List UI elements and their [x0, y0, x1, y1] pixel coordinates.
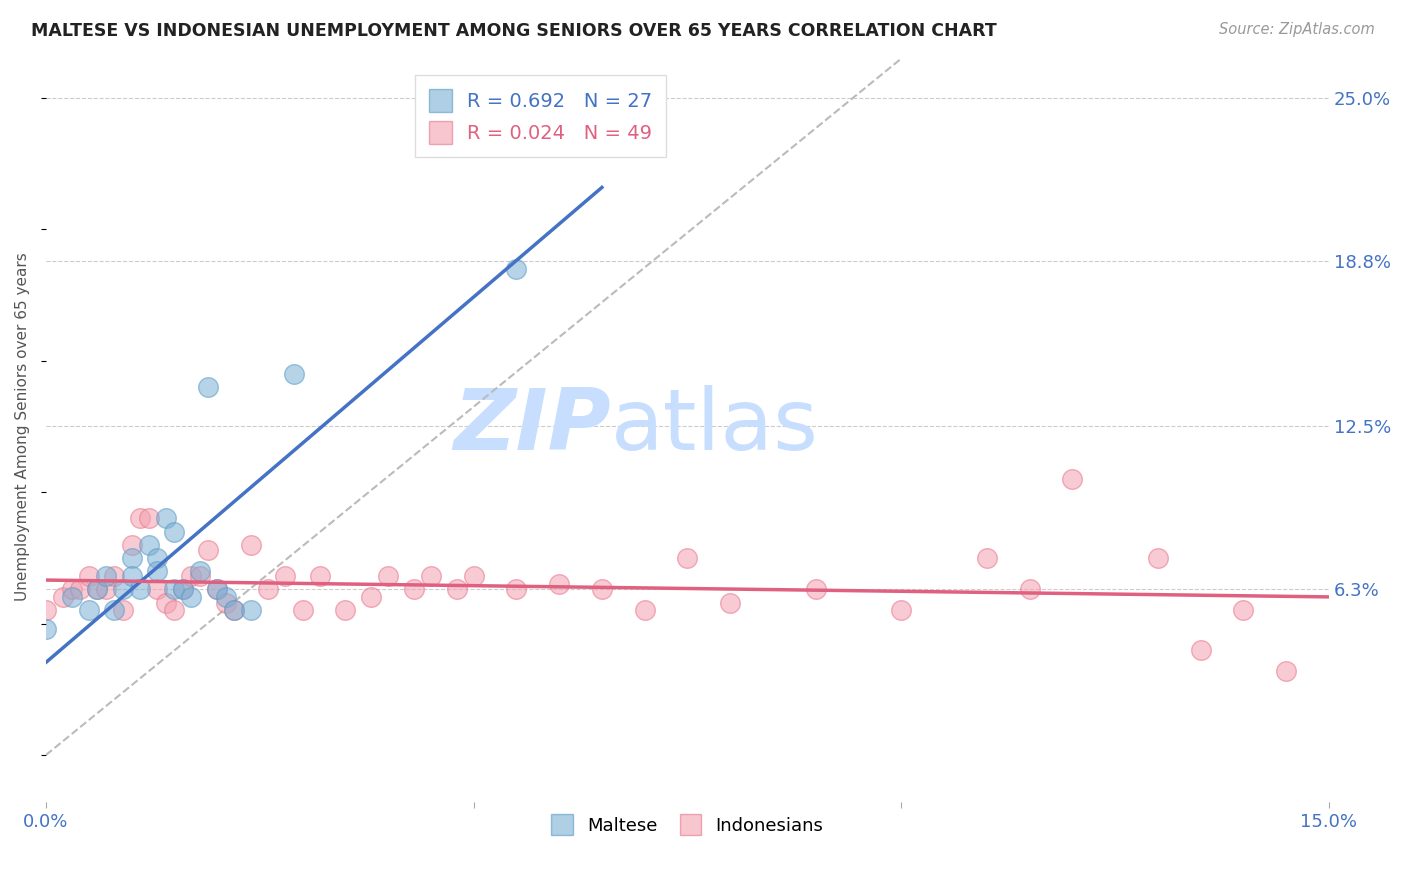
Point: [1275, 664, 1298, 678]
Point: [121, 538, 143, 552]
Point: [197, 380, 219, 394]
Point: [591, 582, 613, 597]
Point: [224, 603, 246, 617]
Point: [77, 603, 100, 617]
Point: [676, 550, 699, 565]
Point: [505, 582, 527, 597]
Point: [172, 582, 194, 597]
Point: [146, 582, 169, 597]
Point: [1232, 603, 1254, 617]
Point: [240, 603, 263, 617]
Point: [155, 596, 177, 610]
Point: [155, 511, 177, 525]
Text: atlas: atlas: [610, 385, 818, 468]
Point: [205, 582, 228, 597]
Point: [94, 582, 117, 597]
Point: [308, 569, 330, 583]
Point: [548, 577, 571, 591]
Point: [35, 622, 58, 636]
Point: [205, 582, 228, 597]
Point: [69, 582, 91, 597]
Point: [240, 538, 263, 552]
Point: [274, 569, 297, 583]
Point: [180, 569, 202, 583]
Point: [129, 582, 152, 597]
Text: MALTESE VS INDONESIAN UNEMPLOYMENT AMONG SENIORS OVER 65 YEARS CORRELATION CHART: MALTESE VS INDONESIAN UNEMPLOYMENT AMONG…: [31, 22, 997, 40]
Point: [94, 569, 117, 583]
Point: [1146, 550, 1168, 565]
Point: [163, 524, 186, 539]
Point: [257, 582, 280, 597]
Point: [103, 569, 125, 583]
Legend: Maltese, Indonesians: Maltese, Indonesians: [540, 804, 834, 846]
Point: [35, 603, 58, 617]
Point: [163, 603, 186, 617]
Point: [121, 569, 143, 583]
Point: [446, 582, 468, 597]
Point: [129, 511, 152, 525]
Point: [804, 582, 827, 597]
Point: [52, 591, 75, 605]
Point: [138, 538, 160, 552]
Point: [60, 582, 83, 597]
Point: [1062, 472, 1084, 486]
Point: [146, 564, 169, 578]
Point: [377, 569, 399, 583]
Point: [214, 596, 236, 610]
Point: [121, 550, 143, 565]
Point: [291, 603, 314, 617]
Point: [976, 550, 998, 565]
Point: [172, 582, 194, 597]
Point: [111, 582, 134, 597]
Text: Source: ZipAtlas.com: Source: ZipAtlas.com: [1219, 22, 1375, 37]
Point: [77, 569, 100, 583]
Point: [890, 603, 912, 617]
Point: [60, 591, 83, 605]
Point: [197, 543, 219, 558]
Point: [138, 511, 160, 525]
Point: [86, 582, 108, 597]
Point: [224, 603, 246, 617]
Point: [214, 591, 236, 605]
Point: [463, 569, 485, 583]
Point: [402, 582, 425, 597]
Point: [634, 603, 657, 617]
Point: [86, 582, 108, 597]
Text: ZIP: ZIP: [453, 385, 610, 468]
Point: [283, 367, 305, 381]
Point: [188, 564, 211, 578]
Point: [111, 603, 134, 617]
Point: [718, 596, 741, 610]
Point: [360, 591, 382, 605]
Point: [103, 603, 125, 617]
Point: [163, 582, 186, 597]
Point: [591, 104, 613, 119]
Point: [146, 550, 169, 565]
Point: [419, 569, 441, 583]
Point: [1018, 582, 1040, 597]
Point: [188, 569, 211, 583]
Point: [180, 591, 202, 605]
Y-axis label: Unemployment Among Seniors over 65 years: Unemployment Among Seniors over 65 years: [15, 252, 30, 601]
Point: [505, 261, 527, 276]
Point: [1189, 643, 1212, 657]
Point: [335, 603, 357, 617]
